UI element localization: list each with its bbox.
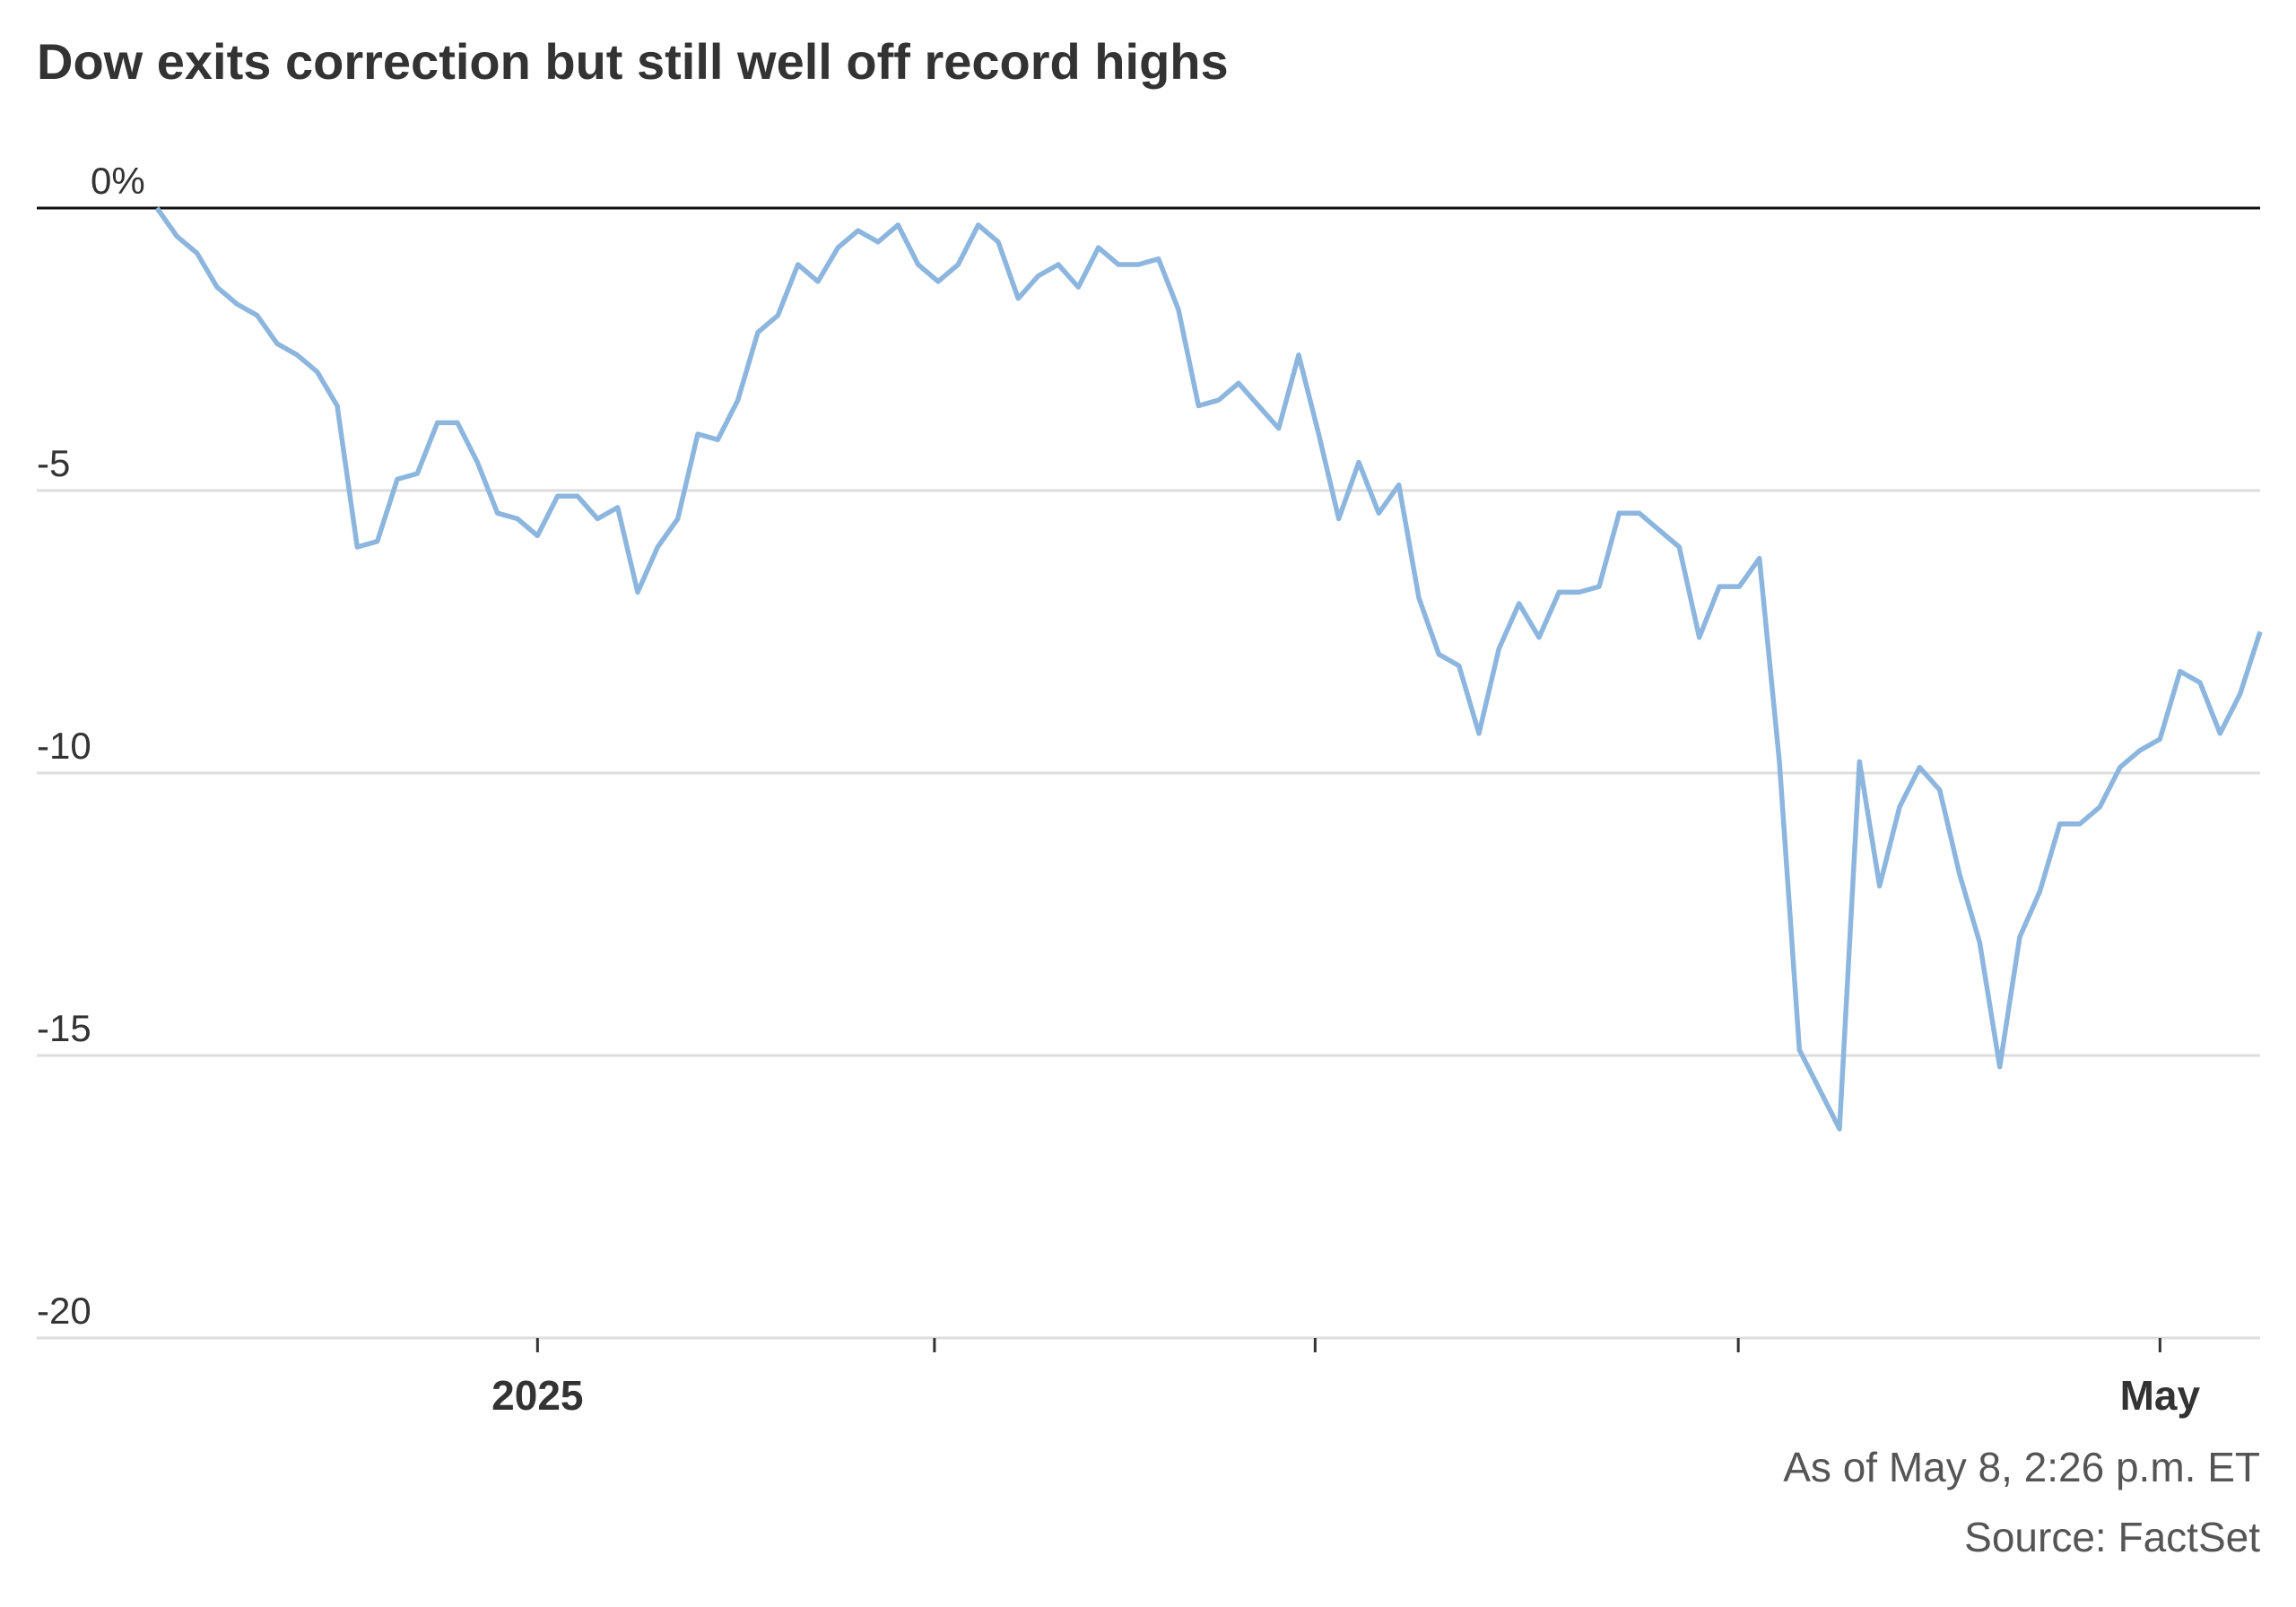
as-of-note: As of May 8, 2:26 p.m. ET <box>1783 1444 2260 1490</box>
y-tick-label: 0% <box>91 160 145 202</box>
data-line <box>154 206 2263 1132</box>
x-tick-label: 2025 <box>491 1372 583 1419</box>
y-tick-label: -20 <box>37 1290 91 1332</box>
y-tick-label: -15 <box>37 1007 91 1049</box>
x-tick-label: May <box>2120 1372 2201 1419</box>
y-tick-label: -5 <box>37 442 70 484</box>
source-note: Source: FactSet <box>1964 1514 2260 1560</box>
y-tick-label: -10 <box>37 725 91 767</box>
chart-title: Dow exits correction but still well off … <box>37 33 1229 90</box>
